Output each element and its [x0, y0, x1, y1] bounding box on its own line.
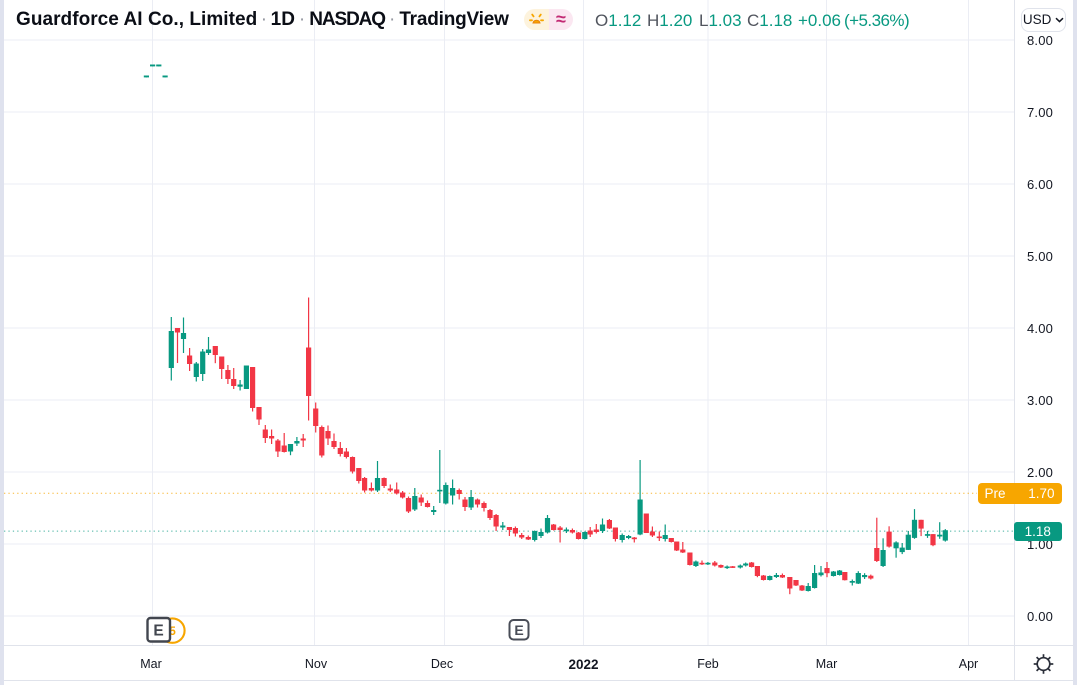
svg-text:5: 5 — [169, 626, 176, 638]
svg-text:E: E — [153, 623, 163, 640]
svg-text:E: E — [514, 622, 523, 638]
